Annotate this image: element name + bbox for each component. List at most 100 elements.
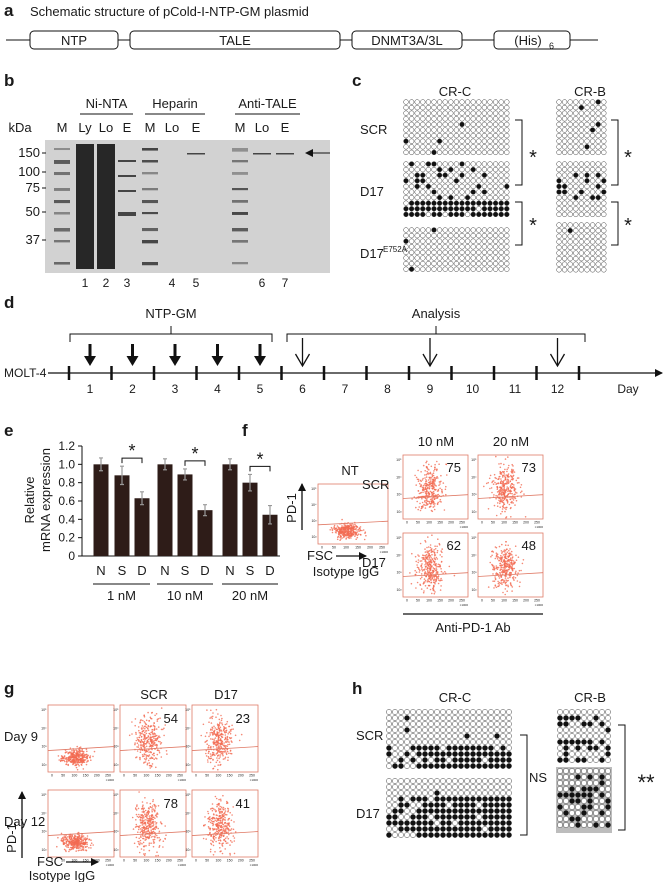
event-dot — [148, 720, 150, 722]
cpg-site — [431, 138, 437, 144]
event-dot — [86, 843, 88, 846]
cpg-site — [434, 790, 440, 796]
event-dot — [84, 840, 87, 842]
cpg-site — [494, 796, 500, 802]
event-dot — [503, 475, 506, 477]
event-dot — [409, 572, 411, 574]
event-dot — [77, 842, 80, 844]
event-dot — [70, 755, 73, 757]
event-dot — [230, 828, 233, 830]
cpg-site — [431, 266, 437, 272]
cpg-site — [488, 745, 494, 751]
event-dot — [439, 498, 442, 501]
event-dot — [433, 589, 435, 592]
event-dot — [76, 839, 79, 841]
event-dot — [432, 506, 435, 508]
cpg-site — [448, 266, 454, 272]
event-dot — [501, 556, 504, 558]
event-dot — [344, 527, 347, 530]
event-dot — [344, 534, 347, 537]
plot-x-tick: 250 — [249, 774, 255, 778]
event-dot — [501, 474, 504, 477]
event-dot — [65, 836, 67, 839]
event-dot — [232, 835, 235, 837]
event-dot — [216, 759, 219, 762]
event-dot — [150, 744, 153, 747]
cpg-site — [436, 183, 443, 190]
event-dot — [146, 727, 149, 729]
cpg-site — [584, 239, 590, 245]
cpg-site — [487, 266, 493, 272]
event-dot — [153, 742, 156, 745]
event-dot — [491, 481, 493, 484]
event-dot — [500, 582, 503, 584]
event-dot — [225, 741, 227, 743]
cpg-site — [398, 796, 404, 802]
cpg-site — [595, 255, 601, 262]
event-dot — [514, 493, 516, 495]
event-dot — [141, 819, 143, 821]
event-dot — [336, 538, 339, 541]
plot-x-tick: 150 — [512, 599, 518, 603]
event-dot — [331, 529, 334, 532]
event-dot — [134, 724, 136, 727]
plot-y-tick: 10⁵ — [113, 793, 119, 797]
control-label: Isotype IgG — [29, 868, 95, 882]
plot-x-tick: 0 — [481, 599, 483, 603]
cpg-site — [414, 116, 420, 122]
event-dot — [415, 476, 418, 479]
cpg-site — [434, 727, 440, 733]
event-dot — [135, 756, 137, 759]
cpg-site — [481, 255, 488, 261]
cpg-site — [498, 138, 504, 144]
event-dot — [354, 535, 356, 537]
cpg-site — [504, 266, 510, 272]
event-dot — [81, 835, 84, 838]
cpg-site — [567, 132, 573, 139]
event-dot — [71, 753, 73, 756]
cpg-site — [589, 244, 596, 251]
event-dot — [514, 491, 517, 494]
cpg-site — [448, 189, 454, 195]
event-dot — [135, 731, 137, 734]
cpg-site — [408, 194, 415, 201]
event-dot — [424, 477, 426, 479]
event-dot — [148, 844, 150, 846]
y-axis-label: PD-1 — [284, 493, 299, 523]
event-dot — [217, 764, 219, 766]
cpg-site — [440, 778, 446, 784]
event-dot — [350, 533, 353, 535]
event-dot — [208, 757, 210, 759]
cpg-site — [589, 116, 596, 122]
cpg-site — [448, 172, 454, 178]
plot-x-tick: 0 — [195, 774, 197, 778]
event-dot — [208, 735, 210, 738]
event-dot — [513, 567, 516, 570]
cpg-site — [398, 763, 404, 769]
gate-line — [477, 572, 544, 577]
event-dot — [512, 478, 515, 480]
cpg-site — [476, 227, 482, 233]
cpg-site — [589, 239, 596, 245]
event-dot — [427, 481, 430, 484]
event-dot — [514, 577, 517, 579]
event-dot — [219, 739, 222, 742]
cpg-site — [470, 161, 476, 167]
cpg-site — [404, 733, 410, 739]
cpg-site — [488, 802, 494, 808]
cpg-site — [595, 161, 601, 167]
event-dot — [66, 838, 69, 841]
cpg-site — [464, 709, 470, 715]
cpg-site — [436, 149, 443, 156]
event-dot — [433, 557, 436, 559]
event-dot — [149, 767, 151, 769]
event-dot — [425, 495, 428, 497]
cpg-site — [440, 733, 446, 739]
event-dot — [227, 733, 229, 735]
lane-label: Lo — [165, 120, 179, 135]
event-dot — [227, 743, 229, 746]
event-dot — [431, 534, 433, 536]
event-dot — [153, 838, 156, 841]
event-dot — [81, 844, 83, 847]
event-dot — [69, 761, 72, 763]
